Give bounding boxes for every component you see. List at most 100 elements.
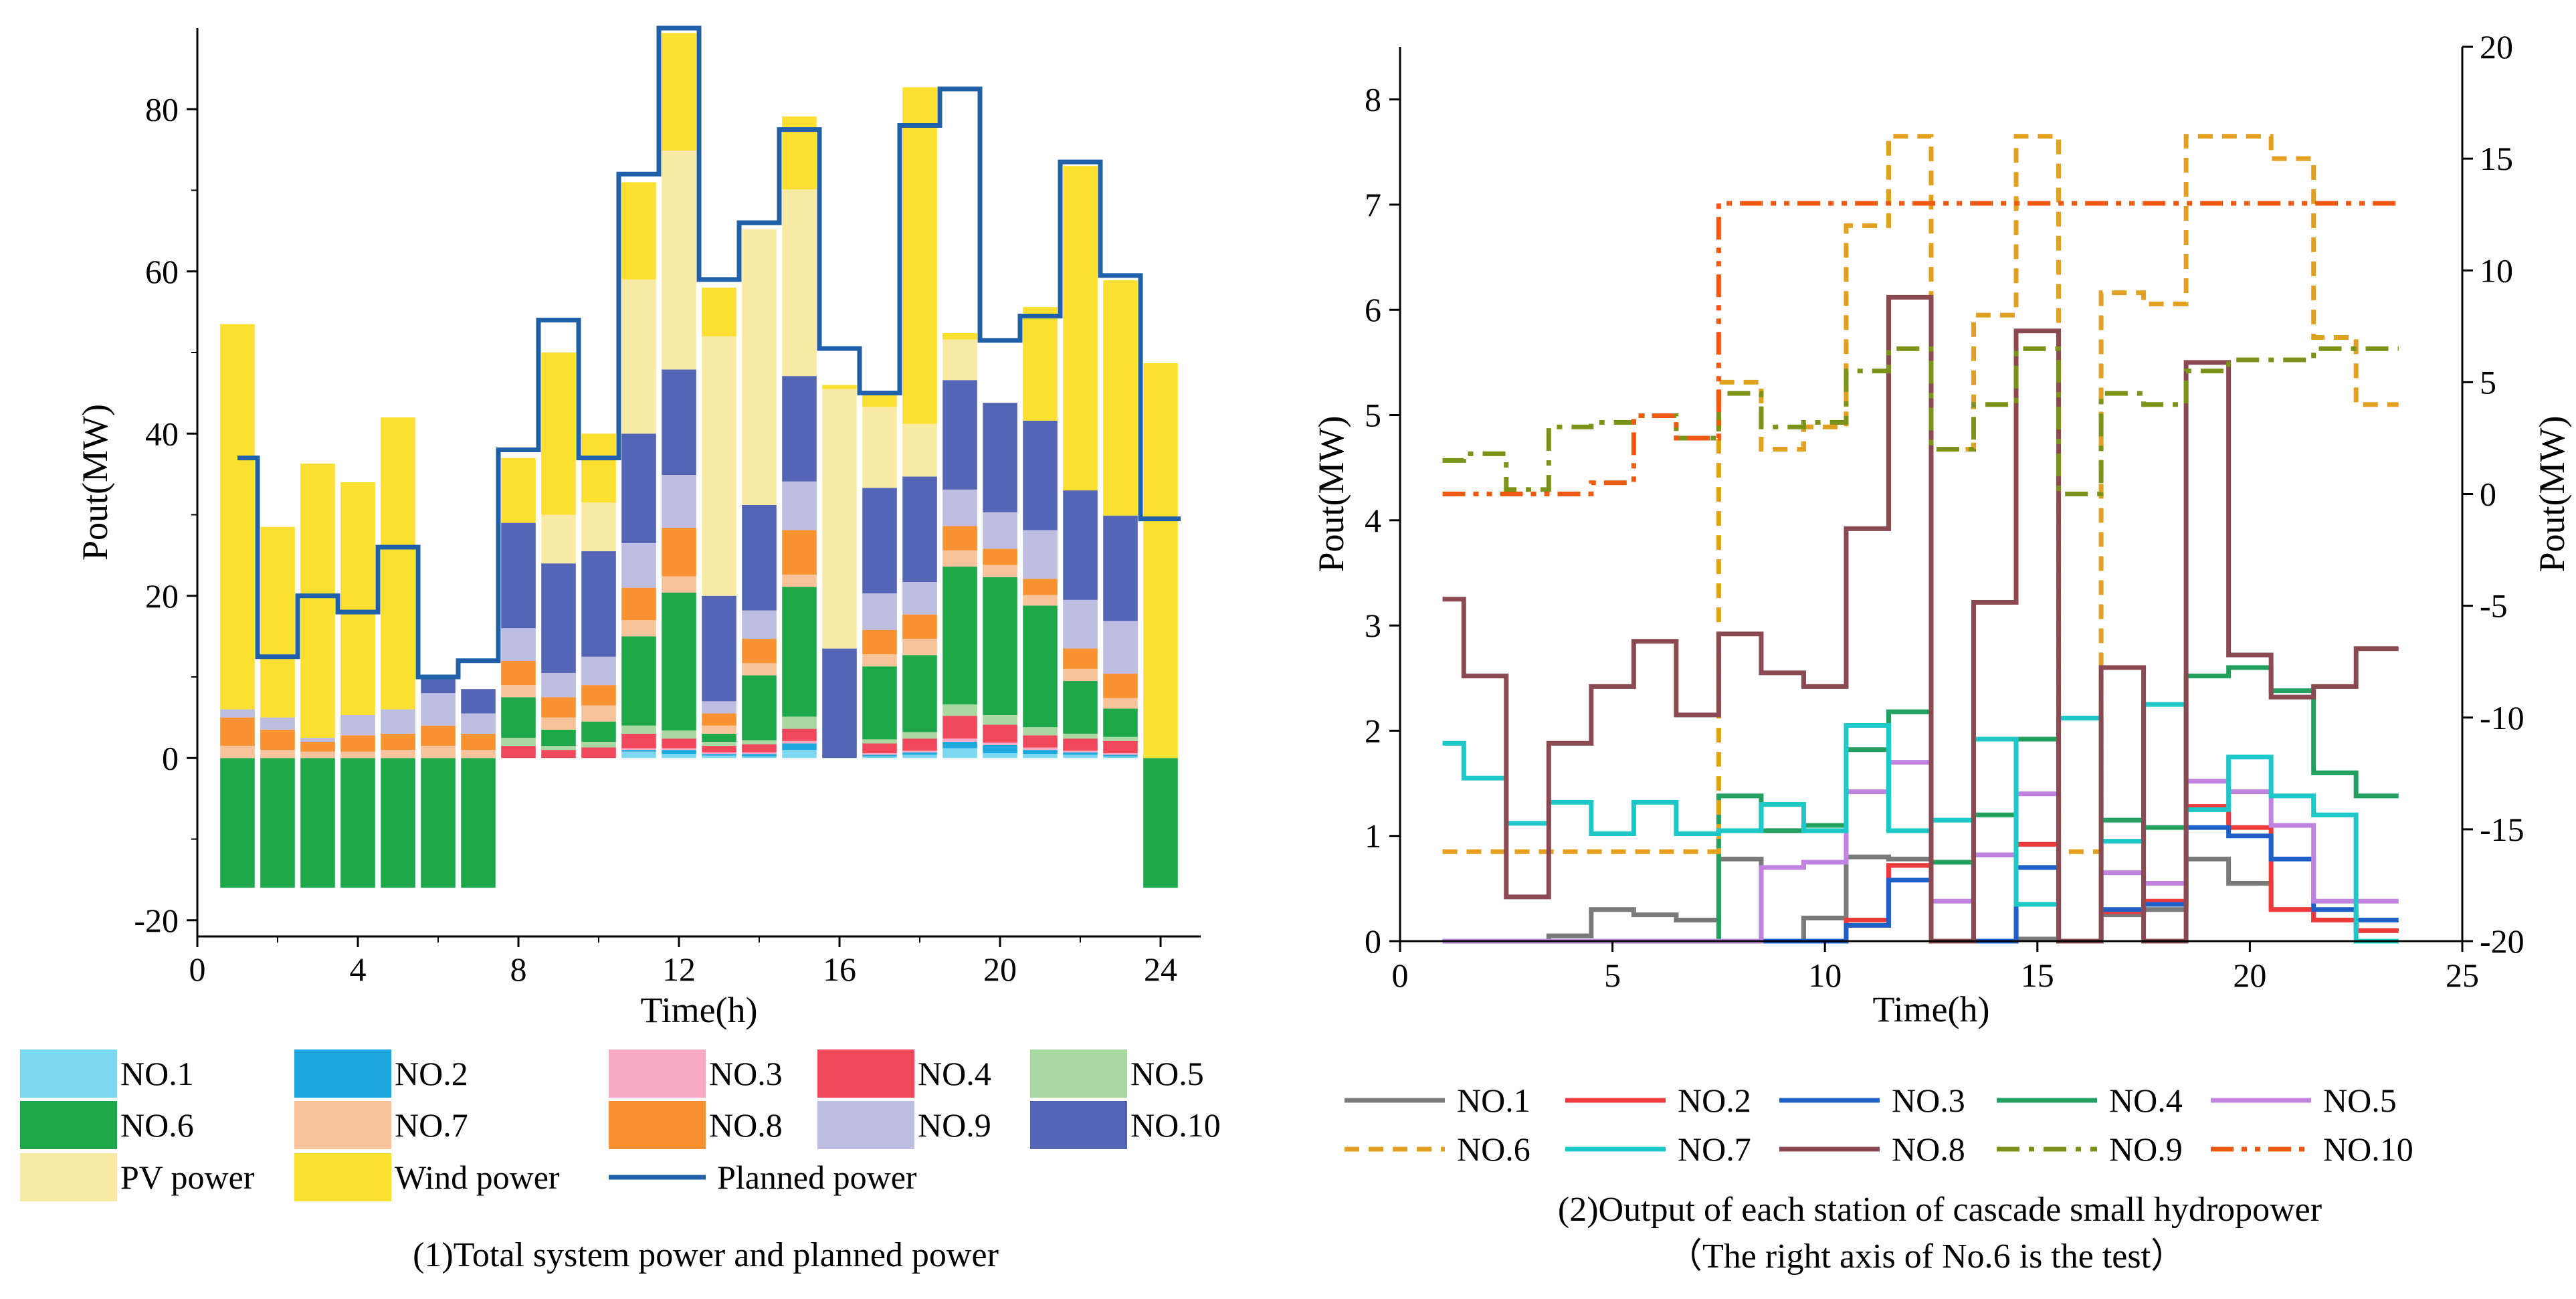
- right-ytick-label: 0: [1365, 922, 1381, 960]
- legend-item-pv-power: PV power: [20, 1153, 255, 1201]
- bar-no-2-t21: [1023, 750, 1058, 755]
- bar-no-6-t2: [260, 758, 295, 888]
- legend-item-no-10: NO.10: [2211, 1130, 2413, 1168]
- legend-swatch: [294, 1050, 391, 1098]
- legend-item-no-6: NO.6: [1345, 1130, 1530, 1168]
- bar-pv-power-t15: [782, 189, 817, 377]
- bar-no-5-t20: [983, 714, 1017, 725]
- bar-no-7-t18: [902, 639, 937, 656]
- bar-wind-power-t8: [501, 458, 536, 523]
- bar-wind-power-t17: [862, 395, 897, 407]
- bar-wind-power-t3: [300, 464, 335, 738]
- left-xtick-label: 0: [189, 951, 206, 988]
- bar-no-4-t9: [541, 750, 576, 759]
- bar-no-6-t1: [220, 758, 255, 888]
- bar-no-4-t23: [1103, 740, 1138, 753]
- left-xtick-label: 24: [1144, 951, 1177, 988]
- bar-no-1-t22: [1063, 755, 1098, 759]
- bar-no-8-t3: [300, 742, 335, 752]
- right-ytick-label: 5: [1365, 397, 1381, 434]
- bar-no-10-t23: [1103, 515, 1138, 621]
- bar-no-9-t15: [782, 481, 817, 530]
- bar-no-10-t16: [822, 648, 857, 759]
- bar-no-7-t2: [260, 750, 295, 759]
- legend-swatch: [1030, 1101, 1127, 1149]
- bar-no-7-t14: [742, 663, 777, 676]
- bar-no-6-t6: [421, 758, 456, 888]
- bar-no-2-t15: [782, 743, 817, 751]
- bar-no-3-t19: [943, 738, 977, 742]
- bar-no-7-t23: [1103, 698, 1138, 709]
- bar-no-9-t6: [421, 693, 456, 726]
- legend-swatch: [609, 1050, 706, 1098]
- bar-no-8-t8: [501, 660, 536, 686]
- bar-no-6-t17: [862, 666, 897, 740]
- bar-pv-power-t16: [822, 389, 857, 649]
- bar-no-1-t12: [662, 754, 696, 759]
- bar-no-10-t22: [1063, 490, 1098, 600]
- bar-no-8-t15: [782, 530, 817, 575]
- bar-no-6-t5: [381, 758, 415, 888]
- legend-swatch: [20, 1050, 117, 1098]
- bar-no-3-t11: [621, 748, 656, 751]
- legend-swatch: [294, 1153, 391, 1201]
- line-no-5: [1442, 760, 2399, 944]
- bar-no-8-t17: [862, 629, 897, 655]
- legend-swatch: [20, 1101, 117, 1149]
- left-ytick-label: 60: [145, 253, 179, 290]
- bar-no-8-t10: [581, 685, 616, 706]
- legend-label: NO.9: [918, 1106, 991, 1144]
- bar-no-7-t12: [662, 576, 696, 593]
- left-chart: -20 0 20 40 60 80 0 4 8 12 16 20 24 Time(h) Pout(MW) NO…: [20, 25, 1221, 1274]
- bar-no-10-t10: [581, 551, 616, 657]
- legend-swatch: [294, 1101, 391, 1149]
- bar-no-9-t8: [501, 628, 536, 661]
- bar-no-5-t9: [541, 746, 576, 751]
- bar-no-6-t12: [662, 592, 696, 731]
- bar-no-10-t13: [702, 595, 736, 702]
- bar-no-5-t12: [662, 730, 696, 739]
- bar-no-1-t23: [1103, 756, 1138, 759]
- bar-no-6-t10: [581, 721, 616, 742]
- bar-wind-power-t11: [621, 182, 656, 280]
- bar-no-10-t19: [943, 380, 977, 490]
- legend-label: NO.7: [395, 1106, 468, 1144]
- bar-no-9-t14: [742, 610, 777, 639]
- bar-no-1-t15: [782, 750, 817, 759]
- left-xtick-label: 8: [510, 951, 527, 988]
- bar-no-7-t9: [541, 717, 576, 730]
- left-xtick-label: 20: [983, 951, 1017, 988]
- bar-no-6-t23: [1103, 708, 1138, 737]
- bar-no-8-t9: [541, 697, 576, 718]
- bar-no-3-t15: [782, 740, 817, 744]
- bar-no-6-t3: [300, 758, 335, 888]
- left-ytick-label: 0: [162, 739, 179, 777]
- legend-swatch: [20, 1153, 117, 1201]
- bar-no-6-t20: [983, 577, 1017, 715]
- bar-no-9-t3: [300, 737, 335, 742]
- right-y2tick-label: 20: [2480, 28, 2513, 66]
- bar-no-2-t12: [662, 750, 696, 755]
- bar-no-3-t13: [702, 752, 736, 755]
- right-y2tick-label: -20: [2480, 922, 2524, 960]
- right-ytick-label: 2: [1365, 712, 1381, 749]
- bar-wind-power-t5: [381, 417, 415, 710]
- bar-no-4-t18: [902, 738, 937, 751]
- bar-no-10-t7: [461, 689, 496, 714]
- legend-item-no-2: NO.2: [294, 1050, 468, 1098]
- legend-item-no-1: NO.1: [20, 1050, 194, 1098]
- right-xtick-label: 10: [1808, 957, 1842, 994]
- bar-no-9-t10: [581, 656, 616, 686]
- right-chart: 0 1 2 3 4 5 6 7 8 -20 -15 -10 -5 0 5 10 15 20 0 5 10 15 20 25 Ti…: [1311, 28, 2572, 1276]
- bar-wind-power-t9: [541, 353, 576, 515]
- legend-swatch: [817, 1101, 914, 1149]
- bar-no-1-t21: [1023, 754, 1058, 759]
- bar-no-9-t7: [461, 713, 496, 734]
- legend-item-no-7: NO.7: [1565, 1130, 1751, 1168]
- legend-label: NO.8: [709, 1106, 783, 1144]
- bar-no-4-t15: [782, 728, 817, 741]
- bar-no-7-t20: [983, 565, 1017, 577]
- bar-no-5-t23: [1103, 736, 1138, 741]
- bar-pv-power-t14: [742, 229, 777, 505]
- bar-no-8-t21: [1023, 579, 1058, 595]
